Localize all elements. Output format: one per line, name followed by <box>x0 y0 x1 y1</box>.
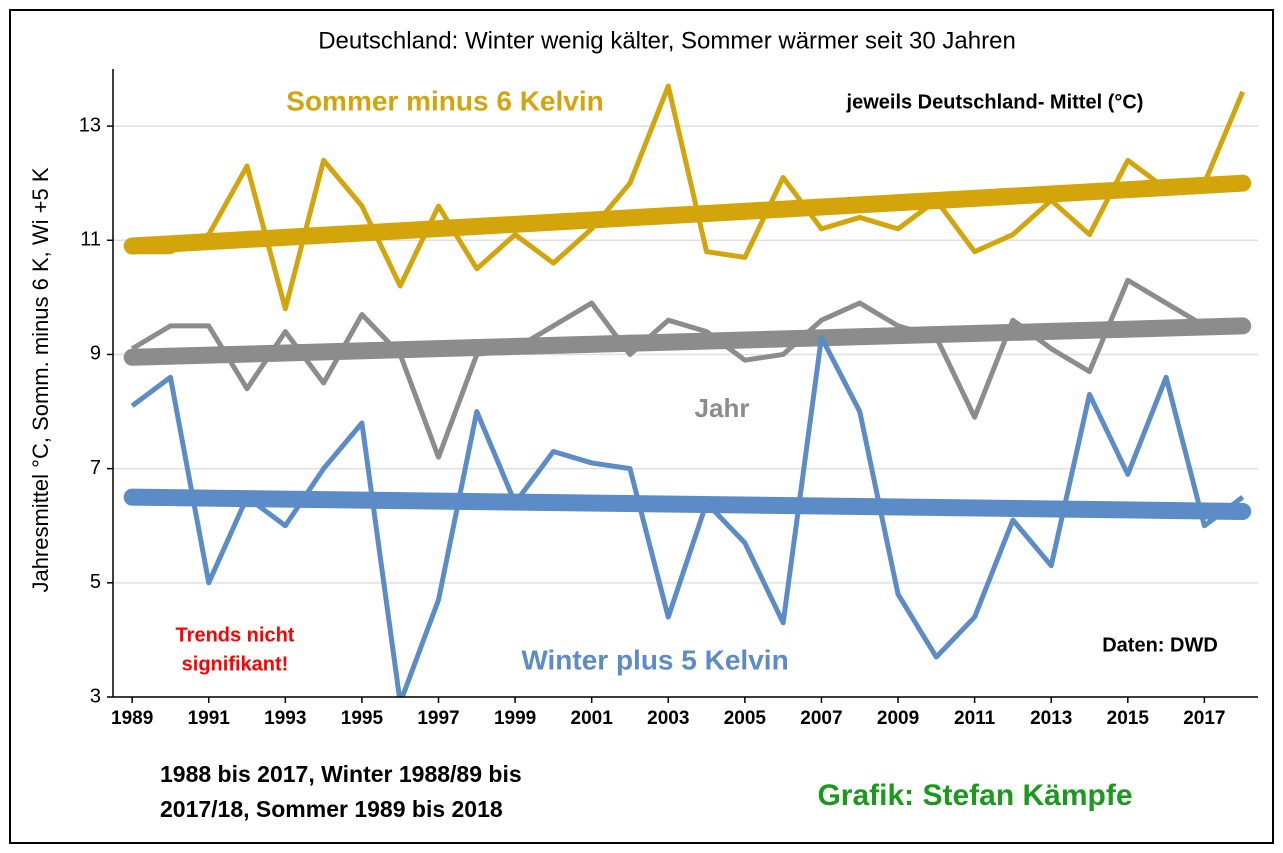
x-tick-label: 1995 <box>341 708 384 729</box>
y-tick-label: 7 <box>90 457 101 479</box>
annotation: Trends nicht <box>176 624 295 646</box>
series-label: Sommer minus 6 Kelvin <box>286 85 603 116</box>
x-tick-label: 2015 <box>1107 708 1150 729</box>
x-tick-label: 2005 <box>724 708 767 729</box>
y-tick-label: 3 <box>90 685 101 707</box>
trend-line <box>123 174 1252 255</box>
x-tick-label: 2013 <box>1030 708 1072 729</box>
series-line <box>132 83 1245 312</box>
x-tick-label: 1991 <box>188 708 231 729</box>
x-tick-label: 2011 <box>954 708 996 729</box>
x-tick-label: 1989 <box>111 708 153 729</box>
plot-area <box>123 83 1252 697</box>
series-line <box>130 334 1245 697</box>
annotation: Grafik: Stefan Kämpfe <box>817 779 1132 812</box>
y-tick-label: 9 <box>90 343 101 365</box>
annotation: signifikant! <box>182 653 289 675</box>
trend-line <box>123 317 1252 366</box>
trend-line <box>123 488 1252 520</box>
series-label: Winter plus 5 Kelvin <box>521 644 788 675</box>
y-tick-label: 13 <box>79 114 101 136</box>
annotation: 1988 bis 2017, Winter 1988/89 bis <box>160 761 522 787</box>
series-label: Jahr <box>695 393 750 423</box>
x-tick-label: 2007 <box>800 708 842 729</box>
chart-title: Deutschland: Winter wenig kälter, Sommer… <box>318 27 1016 54</box>
x-tick-label: 2001 <box>571 708 614 729</box>
x-tick-label: 1997 <box>417 708 459 729</box>
x-tick-label: 1993 <box>264 708 306 729</box>
y-tick-label: 11 <box>80 229 101 251</box>
y-axis-label: Jahresmittel °C, Somm. minus 6 K, Wi +5 … <box>28 167 53 592</box>
x-tick-label: 1999 <box>494 708 536 729</box>
y-tick-label: 5 <box>90 571 101 593</box>
x-tick-label: 2003 <box>647 708 689 729</box>
x-tick-label: 2017 <box>1183 708 1225 729</box>
annotation: jeweils Deutschland- Mittel (°C) <box>846 91 1144 113</box>
annotation: Daten: DWD <box>1102 634 1218 656</box>
x-tick-label: 2009 <box>877 708 919 729</box>
annotation: 2017/18, Sommer 1989 bis 2018 <box>160 796 503 822</box>
